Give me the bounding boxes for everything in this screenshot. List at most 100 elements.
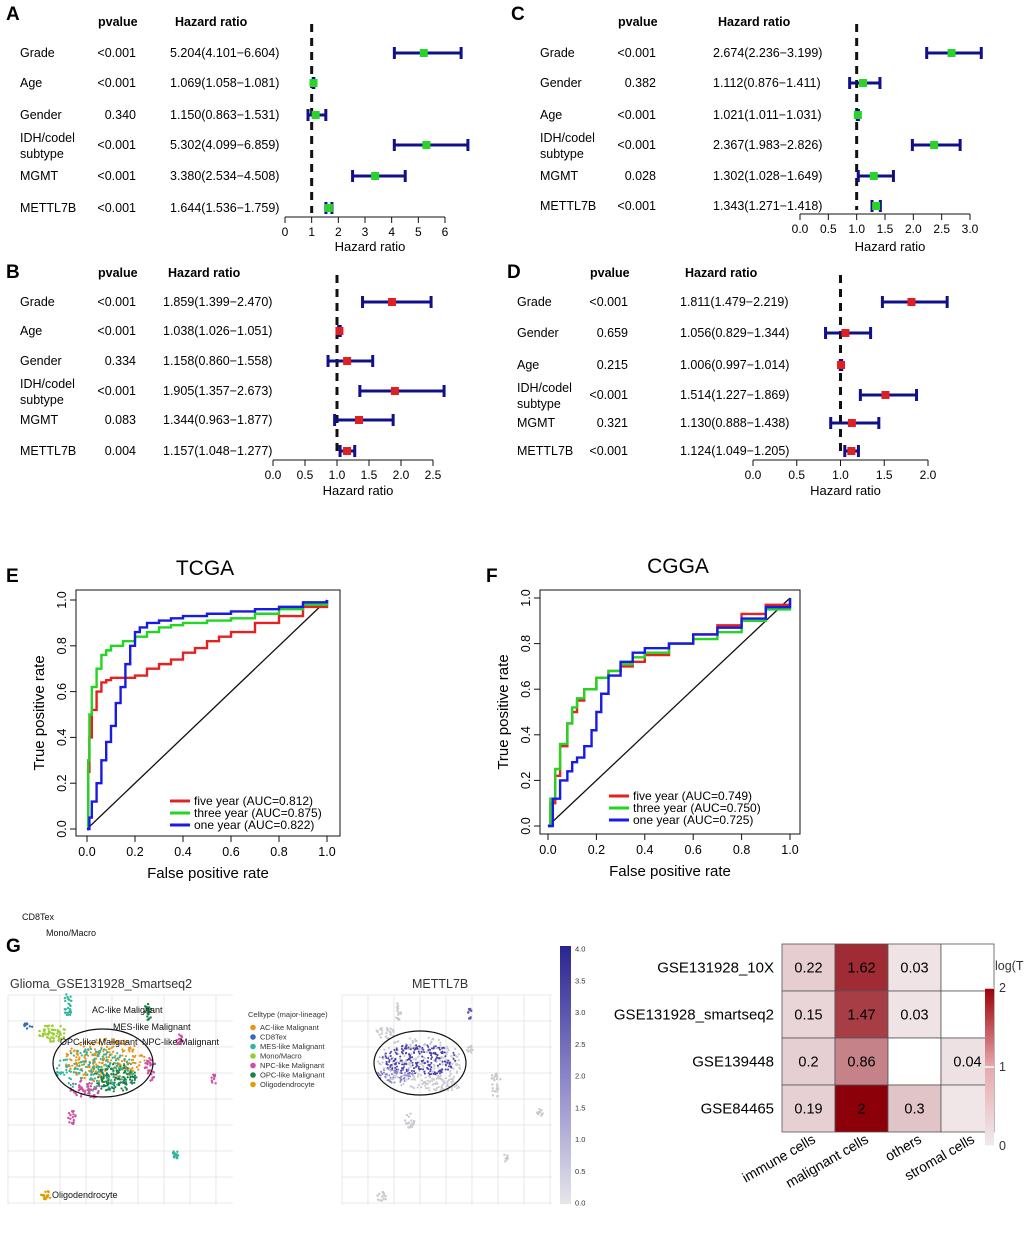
umap-point bbox=[390, 1081, 393, 1084]
umap-point bbox=[401, 1052, 404, 1055]
umap-point bbox=[211, 1081, 214, 1084]
umap-point bbox=[72, 1071, 75, 1074]
umap-point bbox=[106, 1060, 110, 1063]
umap-point bbox=[419, 1063, 423, 1066]
umap-point bbox=[418, 1045, 421, 1048]
umap-point bbox=[23, 1022, 26, 1026]
roc-plot-cgga: CGGA 0.0 0.0 0.2 0.2 0.4 0.4 0.6 0.6 0.8 0.8 1.0 1.0… bbox=[495, 555, 801, 880]
umap-point bbox=[490, 1077, 493, 1080]
umap-point bbox=[412, 1067, 415, 1070]
umap-point bbox=[100, 1062, 103, 1065]
umap-point bbox=[64, 999, 67, 1003]
umap-point bbox=[425, 1051, 428, 1054]
row-pvalue: <0.001 bbox=[97, 169, 136, 183]
umap-point bbox=[87, 1089, 91, 1092]
umap-point bbox=[59, 1024, 62, 1028]
umap-point bbox=[440, 1087, 443, 1090]
umap-point bbox=[78, 1058, 81, 1061]
estimate-marker bbox=[311, 111, 320, 119]
header-pvalue-b: pvalue bbox=[98, 266, 138, 280]
umap-point bbox=[445, 1064, 448, 1067]
estimate-marker bbox=[930, 141, 939, 149]
umap-point bbox=[388, 1059, 391, 1062]
umap-point bbox=[73, 1068, 76, 1071]
umap-point bbox=[79, 1079, 83, 1082]
umap-point bbox=[445, 1045, 448, 1048]
umap-point bbox=[432, 1037, 435, 1040]
umap-points-left bbox=[23, 993, 217, 1201]
row-hazard-ratio: 1.644(1.536−1.759) bbox=[170, 201, 279, 215]
umap-point bbox=[496, 1090, 499, 1093]
umap-point bbox=[407, 1046, 410, 1049]
umap-point bbox=[378, 1192, 381, 1195]
umap-point bbox=[82, 1045, 85, 1048]
x-tick-label: 0 bbox=[282, 225, 289, 239]
umap-point bbox=[426, 1079, 429, 1082]
umap-point bbox=[382, 1071, 385, 1074]
umap-point bbox=[434, 1058, 437, 1061]
umap-point bbox=[421, 1046, 424, 1049]
cluster-label-mono-macro: Mono/Macro bbox=[46, 928, 96, 938]
umap-point bbox=[116, 1062, 119, 1065]
x-tick-label: 4 bbox=[388, 225, 395, 239]
umap-point bbox=[384, 1198, 387, 1201]
umap-point bbox=[412, 1051, 415, 1054]
umap-point bbox=[212, 1073, 215, 1076]
umap-point bbox=[450, 1054, 453, 1058]
umap-point bbox=[132, 1048, 135, 1051]
umap-point bbox=[389, 1052, 392, 1055]
row-pvalue: <0.001 bbox=[97, 384, 136, 398]
umap-point bbox=[67, 1064, 70, 1067]
x-axis-title: Hazard ratio bbox=[335, 239, 406, 254]
umap-point bbox=[405, 1070, 408, 1073]
umap-point bbox=[149, 1010, 152, 1014]
umap-point bbox=[424, 1081, 427, 1084]
umap-point bbox=[181, 1039, 185, 1043]
heatmap-cell-label: 2 bbox=[857, 1102, 865, 1118]
umap-point bbox=[133, 1081, 136, 1084]
umap-point bbox=[146, 1008, 149, 1012]
umap-point bbox=[146, 1010, 150, 1014]
umap-point bbox=[397, 1068, 400, 1071]
umap-point bbox=[430, 1066, 433, 1069]
umap-point bbox=[103, 1038, 106, 1041]
umap-point bbox=[101, 1055, 104, 1058]
umap-point bbox=[131, 1061, 134, 1064]
estimate-marker bbox=[355, 416, 364, 424]
umap-point bbox=[435, 1053, 438, 1056]
heatmap-row-label-2: GSE139448 bbox=[692, 1054, 774, 1071]
umap-point bbox=[133, 1078, 136, 1081]
umap-point bbox=[66, 1006, 70, 1010]
umap-point bbox=[121, 1089, 125, 1092]
umap-point bbox=[430, 1073, 433, 1076]
umap-point bbox=[116, 1052, 119, 1055]
umap-point bbox=[388, 1080, 391, 1083]
roc-title-e: TCGA bbox=[176, 557, 234, 580]
umap-point bbox=[69, 1113, 72, 1117]
umap-point bbox=[441, 1078, 444, 1081]
umap-point bbox=[378, 1033, 381, 1036]
umap-point bbox=[83, 1091, 87, 1095]
umap-point bbox=[409, 1043, 412, 1046]
umap-point bbox=[44, 1032, 47, 1036]
umap-point bbox=[395, 1070, 398, 1073]
umap-point bbox=[450, 1082, 453, 1085]
cluster-label-mes-like: MES-like Malignant bbox=[113, 1022, 191, 1032]
row-hazard-ratio: 1.056(0.829−1.344) bbox=[680, 326, 789, 340]
umap-point bbox=[452, 1058, 455, 1061]
row-hazard-ratio: 5.204(4.101−6.604) bbox=[170, 46, 279, 60]
umap-point bbox=[107, 1064, 110, 1068]
umap-point bbox=[405, 1113, 409, 1117]
umap-point bbox=[432, 1063, 435, 1066]
umap-point bbox=[381, 1190, 384, 1194]
umap-point bbox=[109, 1082, 112, 1085]
umap-point bbox=[80, 1086, 83, 1089]
umap-point bbox=[438, 1063, 441, 1066]
umap-point bbox=[450, 1081, 453, 1084]
umap-point bbox=[538, 1108, 541, 1111]
heatmap-cell bbox=[940, 943, 995, 992]
umap-point bbox=[91, 1078, 94, 1081]
umap-point bbox=[93, 1077, 97, 1080]
umap-point bbox=[423, 1050, 426, 1053]
row-pvalue: 0.334 bbox=[105, 354, 136, 368]
